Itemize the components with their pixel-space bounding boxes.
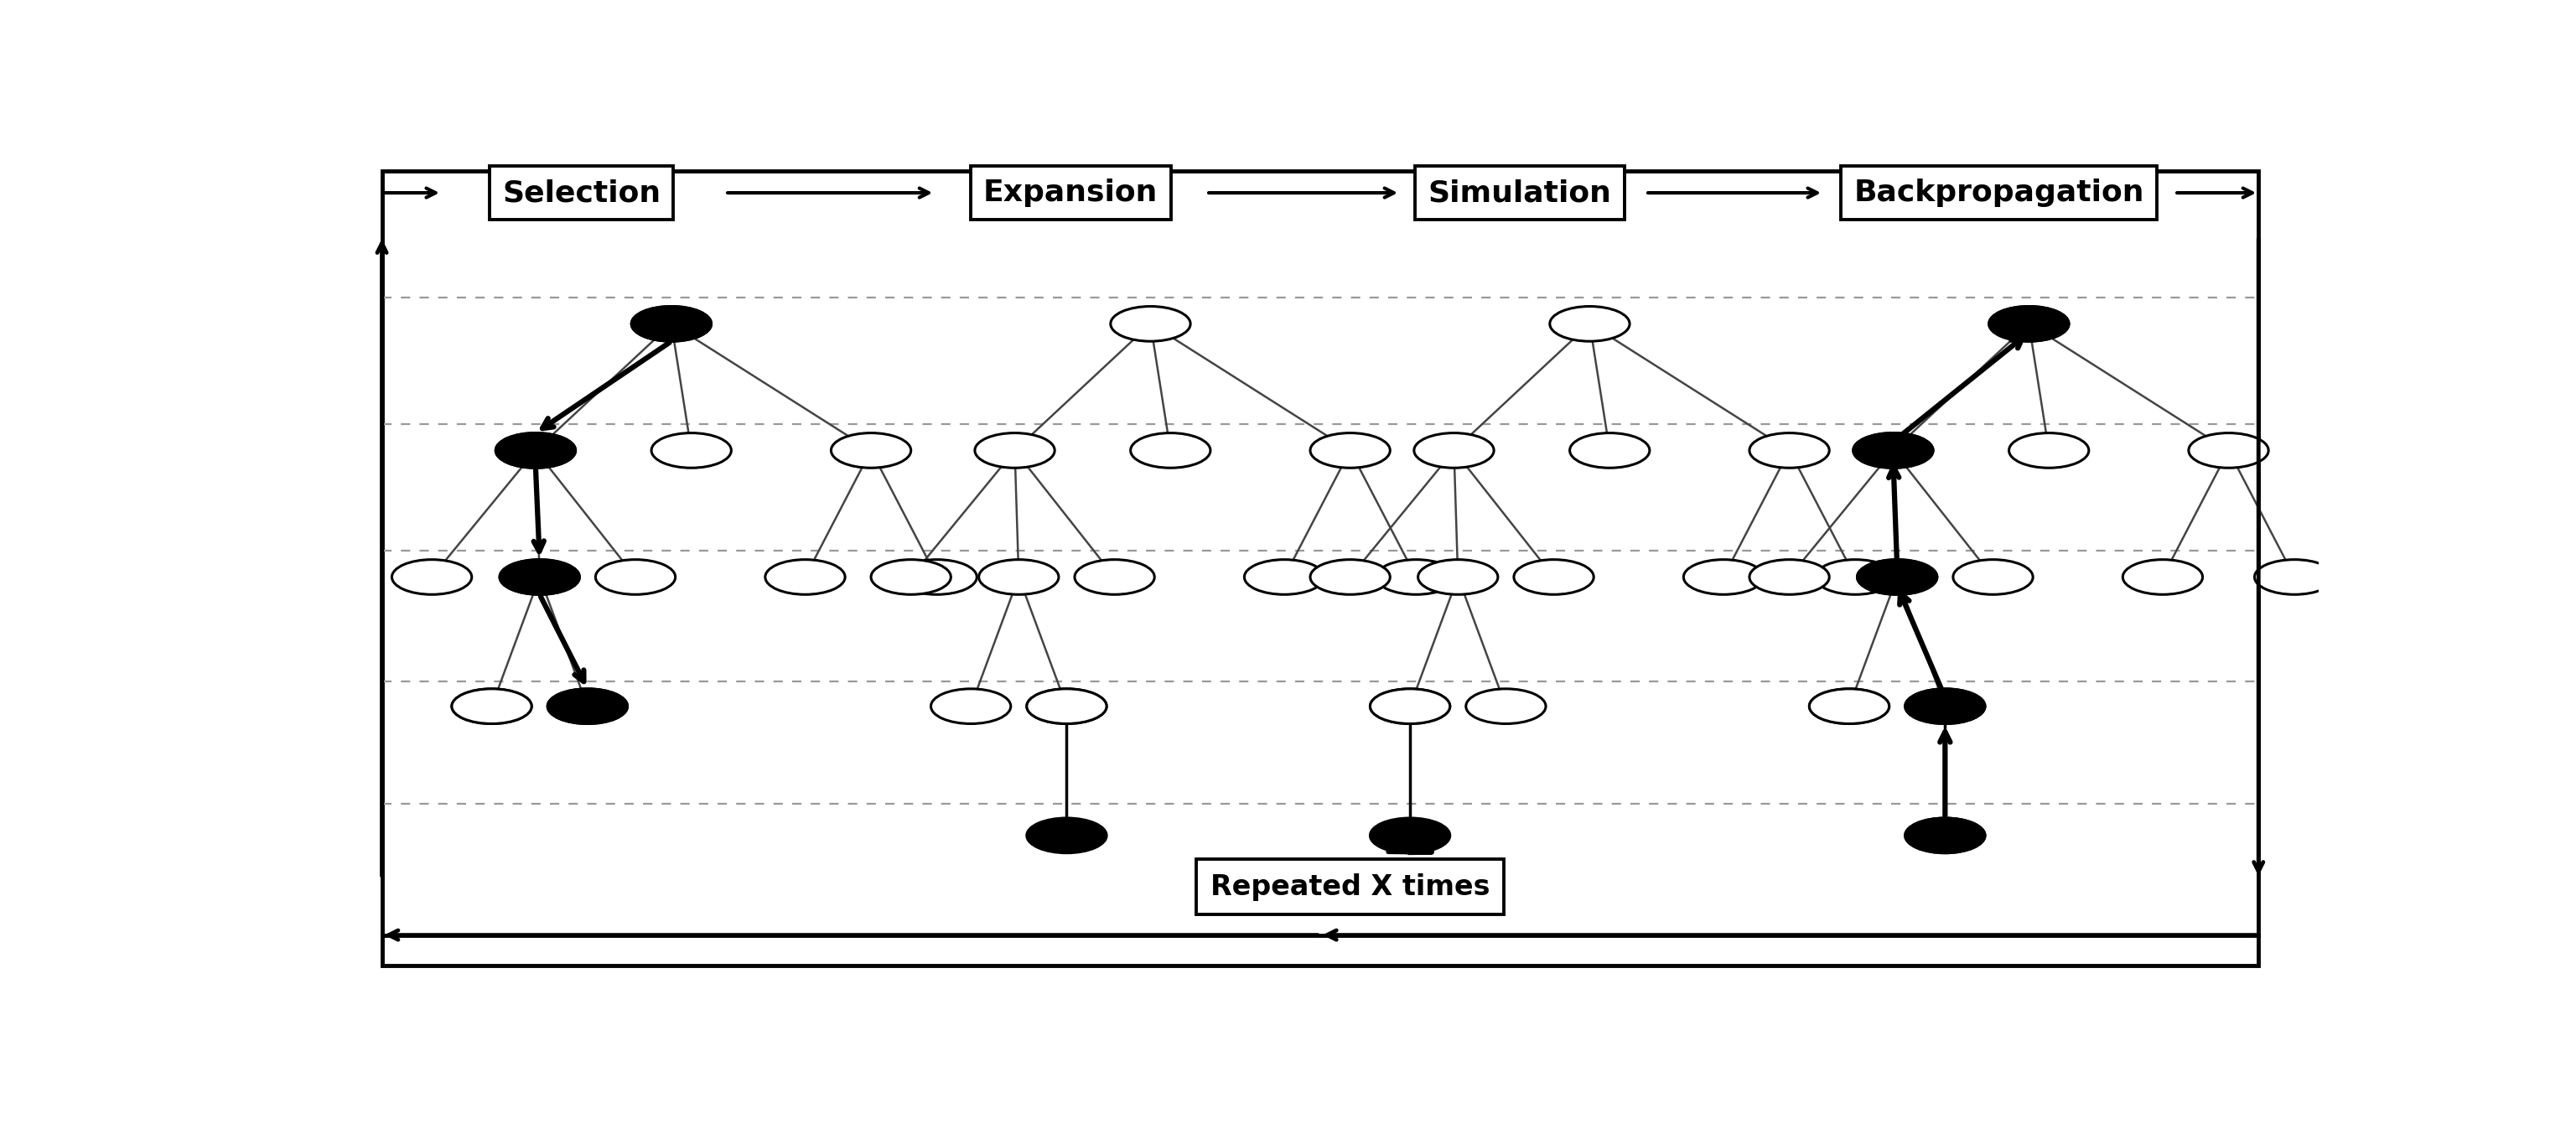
Circle shape [1110, 306, 1190, 341]
Circle shape [1515, 559, 1595, 594]
Text: Simulation: Simulation [1427, 178, 1613, 208]
Circle shape [1685, 559, 1765, 594]
Circle shape [1989, 306, 2069, 341]
Circle shape [2123, 559, 2202, 594]
Circle shape [1244, 559, 1324, 594]
Circle shape [631, 306, 711, 341]
Circle shape [1131, 433, 1211, 468]
Circle shape [1906, 818, 1986, 853]
Circle shape [1417, 559, 1497, 594]
Circle shape [1906, 688, 1986, 723]
Circle shape [1370, 688, 1450, 723]
Circle shape [500, 559, 580, 594]
Circle shape [1466, 688, 1546, 723]
Circle shape [1569, 433, 1649, 468]
Circle shape [631, 306, 711, 341]
Circle shape [1551, 306, 1631, 341]
Circle shape [451, 688, 531, 723]
Circle shape [2009, 433, 2089, 468]
Circle shape [652, 433, 732, 468]
Circle shape [549, 688, 629, 723]
Circle shape [1852, 433, 1932, 468]
Circle shape [500, 559, 580, 594]
Circle shape [1749, 559, 1829, 594]
Circle shape [1028, 818, 1108, 853]
Circle shape [1749, 433, 1829, 468]
Circle shape [1808, 688, 1888, 723]
Circle shape [871, 559, 951, 594]
Circle shape [1311, 433, 1391, 468]
Circle shape [1989, 306, 2069, 341]
Circle shape [1074, 559, 1154, 594]
Circle shape [2254, 559, 2334, 594]
Circle shape [1816, 559, 1896, 594]
Text: Expansion: Expansion [984, 178, 1159, 208]
Circle shape [1370, 818, 1450, 853]
Circle shape [1906, 818, 1986, 853]
Circle shape [896, 559, 976, 594]
Circle shape [1028, 688, 1108, 723]
Circle shape [1376, 559, 1455, 594]
Circle shape [1808, 688, 1888, 723]
Circle shape [1414, 433, 1494, 468]
Circle shape [1857, 559, 1937, 594]
Circle shape [1857, 559, 1937, 594]
Circle shape [451, 688, 531, 723]
Circle shape [1953, 559, 2032, 594]
Circle shape [2190, 433, 2269, 468]
Circle shape [1906, 688, 1986, 723]
Circle shape [595, 559, 675, 594]
Circle shape [832, 433, 912, 468]
Circle shape [765, 559, 845, 594]
Circle shape [974, 433, 1054, 468]
Circle shape [979, 559, 1059, 594]
Circle shape [392, 559, 471, 594]
Circle shape [1852, 433, 1932, 468]
Circle shape [930, 688, 1010, 723]
Circle shape [495, 433, 574, 468]
Text: Selection: Selection [502, 178, 662, 208]
Text: Backpropagation: Backpropagation [1855, 178, 2143, 208]
Circle shape [1028, 688, 1108, 723]
Circle shape [495, 433, 574, 468]
Text: Repeated X times: Repeated X times [1211, 873, 1489, 900]
Circle shape [1370, 688, 1450, 723]
Circle shape [549, 688, 629, 723]
Circle shape [1311, 559, 1391, 594]
